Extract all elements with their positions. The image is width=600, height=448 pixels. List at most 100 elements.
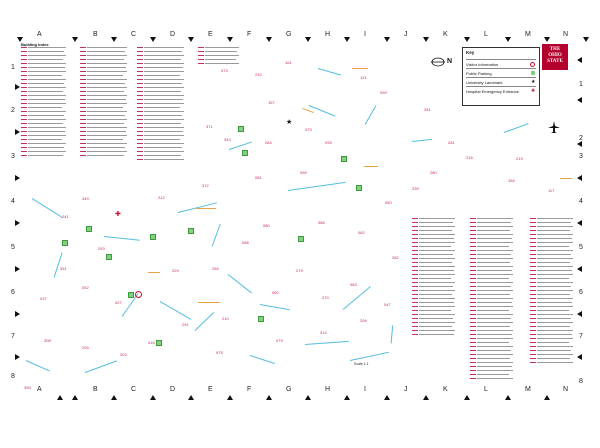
index-entry bbox=[28, 59, 63, 60]
grid-tick bbox=[72, 395, 78, 400]
building-number: 060 bbox=[272, 290, 279, 295]
landmark-marker bbox=[560, 178, 572, 179]
index-number bbox=[412, 250, 418, 251]
building-number: 254 bbox=[212, 266, 219, 271]
index-entry bbox=[477, 258, 513, 259]
index-number bbox=[470, 266, 476, 267]
index-number bbox=[80, 127, 86, 128]
index-number bbox=[530, 226, 536, 227]
index-entry bbox=[28, 47, 66, 48]
index-number bbox=[80, 147, 86, 148]
index-number bbox=[21, 155, 27, 156]
index-number bbox=[21, 143, 27, 144]
index-number bbox=[21, 71, 27, 72]
grid-letter-i: I bbox=[364, 31, 366, 38]
building-number: 079 bbox=[276, 338, 283, 343]
building-number: 088 bbox=[242, 240, 249, 245]
index-entry bbox=[144, 127, 184, 128]
building-number: 232 bbox=[255, 72, 262, 77]
visitor-info-icon bbox=[530, 62, 535, 67]
landmark-marker bbox=[148, 272, 160, 273]
grid-number-1: 1 bbox=[11, 64, 15, 71]
building-number: 216 bbox=[466, 155, 473, 160]
grid-number-4: 4 bbox=[579, 198, 583, 205]
grid-tick bbox=[544, 37, 550, 42]
index-entry bbox=[144, 107, 180, 108]
index-number bbox=[80, 63, 86, 64]
index-number bbox=[21, 99, 27, 100]
grid-tick bbox=[464, 37, 470, 42]
index-entry bbox=[537, 354, 573, 355]
index-number bbox=[530, 306, 536, 307]
grid-tick bbox=[72, 37, 78, 42]
index-number bbox=[412, 286, 418, 287]
index-number bbox=[80, 91, 86, 92]
grid-tick bbox=[150, 395, 156, 400]
street bbox=[249, 355, 275, 364]
index-entry bbox=[419, 222, 453, 223]
index-number bbox=[412, 314, 418, 315]
index-entry bbox=[477, 250, 513, 251]
index-number bbox=[470, 258, 476, 259]
index-number bbox=[80, 119, 86, 120]
parking-icon bbox=[188, 228, 194, 234]
grid-number-3: 3 bbox=[11, 153, 15, 160]
index-number bbox=[470, 374, 476, 375]
index-entry bbox=[87, 123, 124, 124]
index-entry bbox=[205, 47, 239, 48]
index-entry bbox=[537, 222, 571, 223]
index-entry bbox=[87, 127, 127, 128]
index-entry bbox=[144, 71, 184, 72]
index-number bbox=[412, 318, 418, 319]
grid-tick bbox=[266, 37, 272, 42]
index-number bbox=[412, 234, 418, 235]
parking-icon bbox=[258, 316, 264, 322]
index-number bbox=[80, 151, 86, 152]
key-item-hospital-emergency: Hospital Emergency Entrance ✚ bbox=[466, 86, 536, 96]
index-number bbox=[530, 334, 536, 335]
index-number bbox=[137, 75, 143, 76]
index-number bbox=[530, 294, 536, 295]
grid-number-2: 2 bbox=[579, 135, 583, 142]
index-entry bbox=[537, 282, 573, 283]
index-number bbox=[470, 270, 476, 271]
index-number bbox=[198, 59, 204, 60]
index-entry bbox=[419, 294, 452, 295]
parking-icon bbox=[531, 71, 535, 75]
grid-number-8: 8 bbox=[11, 373, 15, 380]
grid-letter-e: E bbox=[208, 386, 213, 393]
index-number bbox=[137, 99, 143, 100]
index-entry bbox=[537, 350, 571, 351]
grid-letter-a: A bbox=[37, 386, 42, 393]
index-number bbox=[21, 79, 27, 80]
grid-tick bbox=[577, 354, 582, 360]
index-number bbox=[470, 242, 476, 243]
street bbox=[304, 340, 349, 345]
index-number bbox=[21, 103, 27, 104]
index-number bbox=[80, 87, 86, 88]
index-number bbox=[470, 218, 476, 219]
index-entry bbox=[87, 87, 127, 88]
index-entry bbox=[537, 298, 573, 299]
street bbox=[364, 105, 377, 125]
grid-tick bbox=[305, 395, 311, 400]
street bbox=[25, 360, 50, 372]
index-number bbox=[80, 135, 86, 136]
index-entry bbox=[537, 218, 573, 219]
grid-tick bbox=[384, 395, 390, 400]
building-number: 280 bbox=[430, 170, 437, 175]
index-number bbox=[530, 222, 536, 223]
index-entry bbox=[87, 143, 127, 144]
index-number bbox=[21, 51, 27, 52]
index-entry bbox=[419, 334, 454, 335]
index-number bbox=[412, 290, 418, 291]
index-entry bbox=[477, 354, 513, 355]
index-entry bbox=[419, 310, 451, 311]
index-entry bbox=[477, 310, 509, 311]
grid-letter-j: J bbox=[404, 31, 408, 38]
index-number bbox=[470, 262, 476, 263]
grid-letter-g: G bbox=[286, 386, 292, 393]
index-number bbox=[80, 131, 86, 132]
index-entry bbox=[419, 254, 453, 255]
index-number bbox=[137, 91, 143, 92]
